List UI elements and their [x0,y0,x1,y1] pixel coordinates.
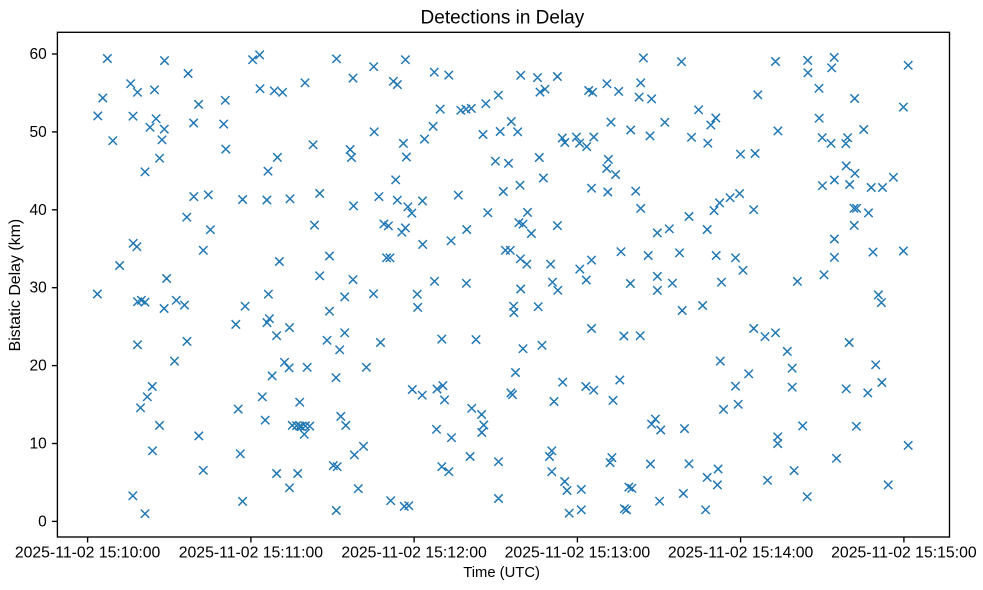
svg-text:Time (UTC): Time (UTC) [463,565,540,581]
svg-text:Detections in Delay: Detections in Delay [421,8,585,29]
svg-text:2025-11-02 15:14:00: 2025-11-02 15:14:00 [668,545,814,562]
svg-text:2025-11-02 15:15:00: 2025-11-02 15:15:00 [831,545,977,562]
svg-text:2025-11-02 15:12:00: 2025-11-02 15:12:00 [341,545,487,562]
svg-text:0: 0 [38,513,47,530]
svg-text:Bistatic Delay (km): Bistatic Delay (km) [7,219,24,351]
svg-text:20: 20 [30,358,48,375]
svg-text:40: 40 [30,202,48,219]
svg-text:2025-11-02 15:11:00: 2025-11-02 15:11:00 [179,545,324,562]
svg-text:50: 50 [30,124,48,141]
svg-text:10: 10 [30,436,48,453]
svg-text:30: 30 [30,280,48,297]
svg-text:2025-11-02 15:13:00: 2025-11-02 15:13:00 [505,545,651,562]
svg-text:60: 60 [30,46,48,63]
svg-text:2025-11-02 15:10:00: 2025-11-02 15:10:00 [15,545,161,562]
